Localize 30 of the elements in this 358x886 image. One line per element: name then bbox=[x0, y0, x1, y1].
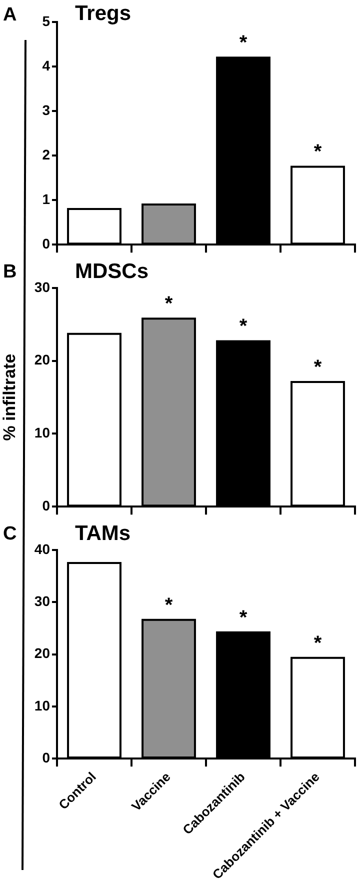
annotation: * bbox=[314, 356, 322, 379]
y-tick-label: 1 bbox=[42, 190, 50, 207]
y-tick-label: 10 bbox=[34, 697, 50, 714]
annotation: * bbox=[164, 293, 173, 316]
annotation: * bbox=[239, 606, 248, 629]
annotation: * bbox=[314, 141, 322, 164]
annotation: * bbox=[239, 32, 248, 54]
y-tick-label: 10 bbox=[34, 424, 50, 441]
y-axis-title: % infiltrate bbox=[0, 354, 19, 441]
y-tick-label: 3 bbox=[42, 102, 50, 118]
text: C bbox=[3, 524, 17, 545]
chart-title: MDSCs bbox=[75, 260, 149, 283]
y-tick-label: 20 bbox=[34, 645, 50, 662]
annotation: * bbox=[164, 594, 173, 616]
y-tick-label: 0 bbox=[42, 235, 50, 252]
y-tick-label: 30 bbox=[34, 278, 50, 295]
text: A bbox=[3, 4, 17, 26]
chart-title: Tregs bbox=[75, 2, 132, 25]
y-tick-label: 20 bbox=[34, 352, 50, 368]
text: B bbox=[3, 262, 17, 283]
y-tick-label: 40 bbox=[34, 540, 50, 557]
y-tick-label: 30 bbox=[34, 592, 50, 609]
chart-title: TAMs bbox=[75, 522, 131, 545]
y-tick-label: 4 bbox=[42, 57, 50, 74]
annotation: * bbox=[314, 632, 322, 654]
y-tick-label: 2 bbox=[42, 146, 50, 162]
y-tick-label: 0 bbox=[42, 749, 50, 766]
annotation: * bbox=[239, 316, 248, 338]
y-tick-label: 5 bbox=[42, 12, 50, 29]
y-tick-label: 0 bbox=[42, 497, 50, 514]
